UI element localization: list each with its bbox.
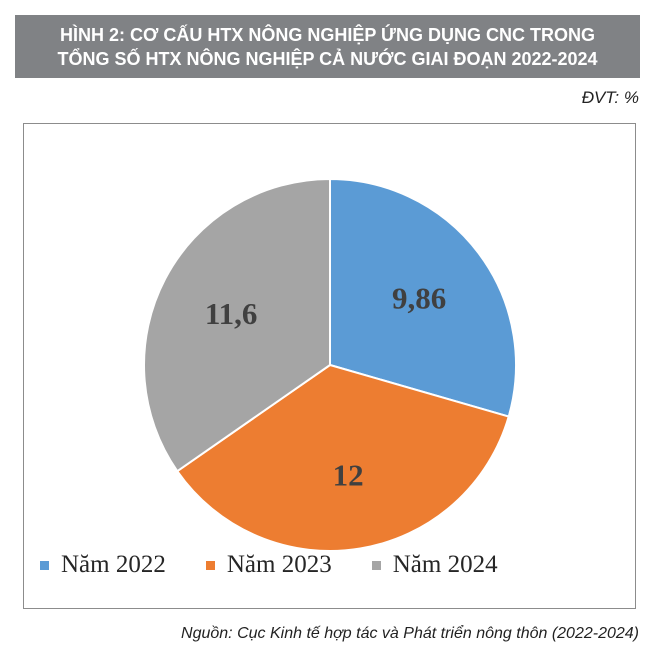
pie-slices bbox=[143, 177, 517, 552]
pie-data-labels: 9,86 12 11,6 bbox=[205, 280, 446, 492]
legend-item-2023: Năm 2023 bbox=[205, 551, 332, 579]
legend-item-2022: Năm 2022 bbox=[40, 551, 166, 579]
legend-swatch-2022 bbox=[40, 560, 49, 570]
chart-title-line-1: HÌNH 2: CƠ CẤU HTX NÔNG NGHIỆP ỨNG DỤNG … bbox=[60, 24, 595, 45]
legend-label-2022: Năm 2022 bbox=[61, 551, 166, 578]
legend-swatch-2023 bbox=[205, 560, 215, 570]
chart-frame bbox=[23, 123, 636, 609]
chart-title-bar: HÌNH 2: CƠ CẤU HTX NÔNG NGHIỆP ỨNG DỤNG … bbox=[15, 15, 640, 78]
legend-label-2023: Năm 2023 bbox=[226, 551, 332, 578]
unit-label: ĐVT: % bbox=[581, 88, 639, 107]
legend-swatch-2024 bbox=[371, 560, 381, 570]
chart-legend: Năm 2022 Năm 2023 Năm 2024 bbox=[40, 549, 600, 581]
pie-data-label-2022: 9,86 bbox=[392, 280, 446, 315]
pie-data-label-2024: 11,6 bbox=[205, 296, 258, 331]
pie-slice-2023 bbox=[175, 363, 510, 552]
pie-slice-2024 bbox=[143, 177, 331, 473]
pie-slice-2022 bbox=[329, 177, 517, 418]
chart-title-line-2: TỔNG SỐ HTX NÔNG NGHIỆP CẢ NƯỚC GIAI ĐOẠ… bbox=[57, 48, 598, 69]
source-note: Nguồn: Cục Kinh tế hợp tác và Phát triển… bbox=[181, 625, 639, 642]
legend-item-2024: Năm 2024 bbox=[371, 551, 498, 579]
legend-label-2024: Năm 2024 bbox=[392, 551, 498, 578]
pie-data-label-2023: 12 bbox=[333, 458, 364, 493]
